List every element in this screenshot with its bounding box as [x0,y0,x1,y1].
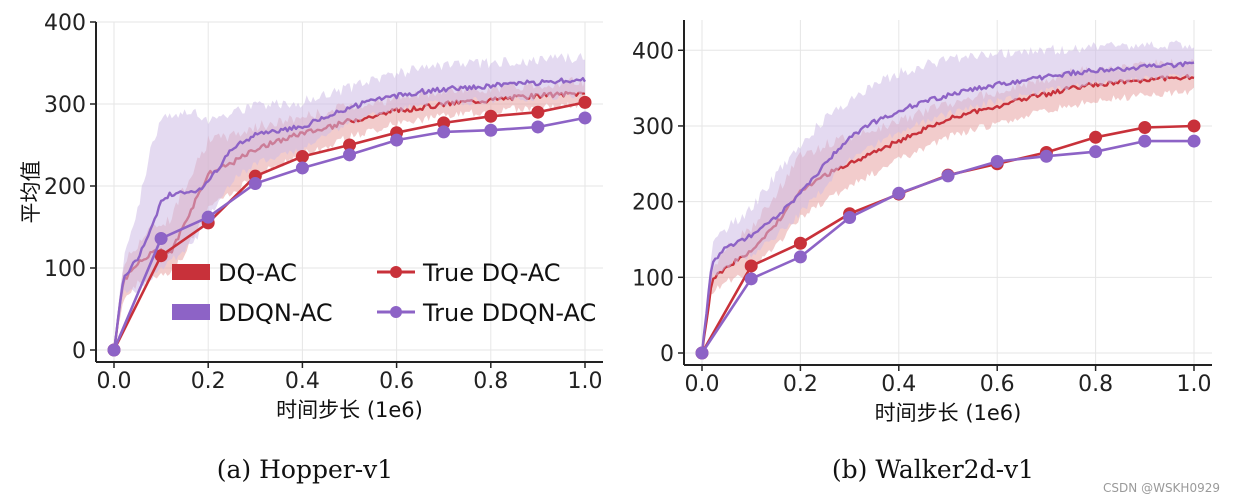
marker-point [990,155,1004,169]
marker-point [343,148,356,162]
legend-label: True DQ-AC [422,259,561,287]
y-tick-label: 100 [632,266,674,291]
marker-point [1187,134,1201,148]
x-axis-label: 时间步长 (1e6) [875,401,1022,425]
marker-point [295,161,309,175]
band-ddqn-ac [702,40,1194,354]
legend: DQ-AC True DQ-AC DDQN-AC True DDQN-AC [172,259,596,327]
band-ddqn-ac [114,53,585,350]
marker-point [793,250,807,264]
x-tick-label: 0.8 [473,369,508,394]
line-ddqn-ac [112,76,587,351]
x-tick-label: 0.8 [1078,372,1113,397]
marker-point [1089,145,1103,159]
legend-label: DDQN-AC [218,299,333,327]
y-tick-label: 100 [44,257,86,282]
marker-point [941,169,955,183]
marker-point [248,177,262,191]
x-tick-label: 1.0 [1177,372,1212,397]
marker-point [295,149,309,163]
marker-point [843,211,857,225]
marker-point [1039,149,1053,163]
x-tick-label: 0.0 [685,372,720,397]
y-tick-label: 200 [44,175,86,200]
y-tick-label: 300 [632,115,674,140]
chart-hopper: 0.0 0.2 0.4 0.6 0.8 1.0 0 100 200 300 400 时间步长 (1e6… [19,11,603,484]
marker-point [578,95,592,109]
legend-swatch [172,264,210,280]
marker-point [531,120,545,134]
x-tick-label: 0.6 [379,369,414,394]
x-tick-label: 0.2 [783,372,818,397]
x-tick-label: 0.4 [881,372,916,397]
marker-point [390,133,404,147]
watermark: CSDN @WSKH0929 [1103,481,1220,495]
y-tick-label: 400 [632,39,674,64]
marker-point [531,105,545,119]
marker-point [1138,120,1152,134]
legend-marker [390,266,402,278]
marker-point [744,259,758,273]
marker-point [892,186,906,200]
marker-point [154,231,168,245]
marker-point [107,343,121,357]
y-axis-label: 平均值 [19,161,43,224]
x-tick-label: 0.6 [980,372,1015,397]
x-tick-label: 0.4 [285,369,320,394]
x-tick-label: 0.2 [191,369,226,394]
y-tick-label: 0 [660,342,674,367]
marker-point [484,123,498,137]
legend-label: True DDQN-AC [422,299,596,327]
line-ddqn-ac [700,61,1195,354]
y-tick-label: 300 [44,93,86,118]
marker-point [578,111,592,125]
chart-caption: (b) Walker2d-v1 [832,455,1034,484]
marker-point [484,109,498,123]
marker-point [1089,130,1103,144]
marker-point [695,346,709,360]
marker-point [201,210,215,224]
x-axis-label: 时间步长 (1e6) [276,398,423,422]
chart-caption: (a) Hopper-v1 [217,455,393,484]
legend-marker [390,306,402,318]
marker-point [437,125,451,139]
y-tick-label: 400 [44,11,86,36]
marker-point [1138,134,1152,148]
legend-swatch [172,304,210,320]
legend-label: DQ-AC [218,259,297,287]
chart-walker2d: 0.0 0.2 0.4 0.6 0.8 1.0 0 100 200 300 400 时间步长 (1e6… [632,20,1212,484]
y-tick-label: 0 [72,339,86,364]
marker-point [793,236,807,250]
x-tick-label: 0.0 [97,369,132,394]
x-tick-label: 1.0 [568,369,603,394]
marker-point [1187,119,1201,133]
marker-point [744,272,758,286]
y-tick-label: 200 [632,191,674,216]
